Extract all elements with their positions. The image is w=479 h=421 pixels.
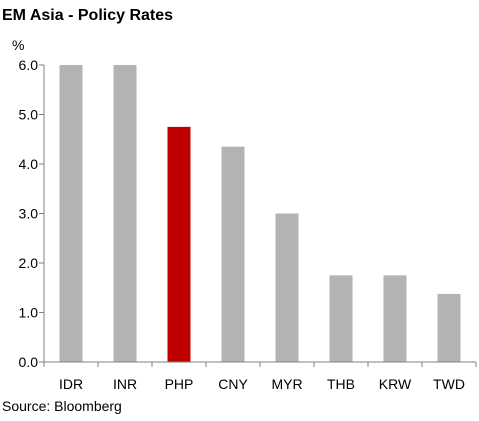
bar-idr [59,65,83,362]
x-axis-ticks: IDR INR PHP CNY MYR THB KRW TWD [43,362,477,392]
x-tick-label-thb: THB [327,376,355,392]
bar-inr [113,65,137,362]
x-tick-label-krw: KRW [379,376,412,392]
x-tick-label-inr: INR [113,376,137,392]
x-tick-label-twd: TWD [433,376,465,392]
x-tick-label-myr: MYR [271,376,302,392]
bar-myr [275,213,299,362]
bar-thb [329,275,353,362]
x-tick-label-idr: IDR [59,376,83,392]
bars [59,65,461,362]
y-tick-label: 0.0 [19,354,39,370]
bar-cny [221,146,245,362]
bar-krw [383,275,407,362]
y-tick-label: 1.0 [19,305,39,321]
bar-twd [437,293,461,362]
y-tick-label: 2.0 [19,255,39,271]
y-tick-label: 4.0 [19,156,39,172]
x-tick-label-cny: CNY [218,376,248,392]
source-note: Source: Bloomberg [2,398,122,414]
axes [43,65,476,363]
y-tick-label: 5.0 [19,107,39,123]
y-tick-label: 6.0 [19,57,39,73]
x-tick-label-php: PHP [165,376,194,392]
chart-title: EM Asia - Policy Rates [2,7,173,24]
bar-php [167,126,191,362]
y-tick-label: 3.0 [19,206,39,222]
y-axis-unit-label: % [12,37,24,53]
y-axis-ticks: 0.0 1.0 2.0 3.0 4.0 5.0 6.0 [19,57,44,370]
